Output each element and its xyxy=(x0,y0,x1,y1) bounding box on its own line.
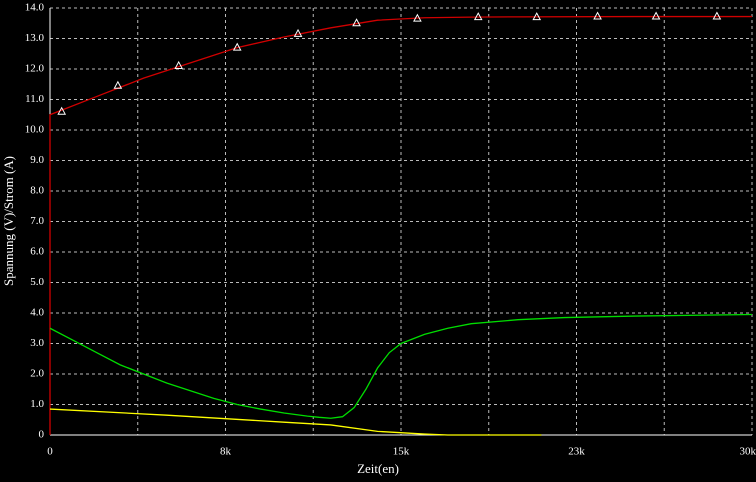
y-tick-label: 11.0 xyxy=(25,93,44,105)
x-tick-label: 30k xyxy=(740,446,756,458)
y-tick-label: 8.0 xyxy=(30,185,44,197)
marker xyxy=(651,11,661,20)
series-line xyxy=(49,408,542,436)
y-tick-label: 7.0 xyxy=(30,215,44,227)
marker xyxy=(532,12,542,21)
y-axis-label: Spannung (V)/Strom (A) xyxy=(1,156,16,286)
marker xyxy=(57,106,67,115)
marker xyxy=(293,28,303,37)
y-tick-label: 12.0 xyxy=(25,63,45,75)
y-tick-label: 4.0 xyxy=(30,307,44,319)
x-tick-label: 15k xyxy=(393,446,410,458)
x-tick-label: 23k xyxy=(568,446,585,458)
marker xyxy=(473,12,483,21)
y-tick-label: 10.0 xyxy=(25,124,45,136)
marker xyxy=(712,11,722,20)
x-axis-label: Zeit(en) xyxy=(357,461,399,476)
y-tick-label: 6.0 xyxy=(30,246,44,258)
marker xyxy=(174,60,184,69)
y-tick-label: 1.0 xyxy=(30,398,44,410)
marker xyxy=(593,11,602,20)
series-line xyxy=(49,15,752,435)
y-tick-label: 0 xyxy=(39,429,45,441)
marker xyxy=(352,18,361,27)
x-tick-label: 8k xyxy=(220,446,232,458)
series-line xyxy=(49,313,753,419)
x-tick-label: 0 xyxy=(47,446,53,458)
y-tick-label: 14.0 xyxy=(25,2,45,14)
marker xyxy=(413,13,422,22)
marker xyxy=(232,42,242,51)
y-tick-label: 2.0 xyxy=(30,368,44,380)
y-tick-label: 5.0 xyxy=(30,276,44,288)
marker xyxy=(113,80,123,89)
y-tick-label: 3.0 xyxy=(30,337,44,349)
y-tick-label: 13.0 xyxy=(25,32,45,44)
y-tick-label: 9.0 xyxy=(30,154,44,166)
